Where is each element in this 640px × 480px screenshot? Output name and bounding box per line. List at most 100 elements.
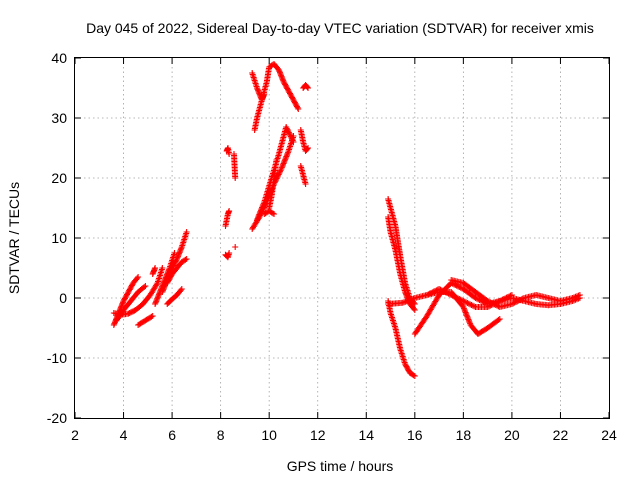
data-point — [511, 299, 518, 306]
data-point — [167, 273, 174, 280]
data-point — [499, 296, 506, 303]
data-point — [281, 80, 288, 87]
data-point — [142, 283, 149, 289]
data-point — [283, 152, 290, 159]
x-axis-label: GPS time / hours — [287, 458, 394, 474]
data-point — [183, 256, 190, 262]
data-point — [476, 297, 483, 303]
data-point — [464, 315, 471, 322]
data-point — [410, 372, 417, 379]
data-point — [281, 157, 288, 164]
data-point — [283, 153, 290, 160]
data-point — [256, 210, 263, 217]
data-point — [494, 302, 501, 309]
data-point — [517, 297, 523, 303]
data-point — [293, 102, 300, 109]
data-point — [456, 284, 463, 290]
data-point — [125, 289, 132, 295]
data-point — [126, 287, 133, 294]
data-point — [226, 250, 233, 256]
data-point — [280, 160, 287, 167]
data-point — [290, 139, 297, 145]
data-point — [122, 294, 129, 301]
data-point — [134, 275, 141, 282]
data-point — [275, 172, 282, 179]
data-point — [506, 293, 513, 300]
data-point — [269, 210, 276, 217]
data-point — [276, 168, 283, 175]
data-point — [126, 286, 133, 293]
data-point — [286, 130, 293, 137]
data-point — [294, 104, 301, 111]
data-point — [167, 274, 174, 281]
series-arc4 — [135, 313, 156, 328]
data-point — [285, 128, 292, 135]
data-point — [295, 106, 302, 112]
data-point — [148, 313, 155, 320]
data-point — [460, 304, 467, 310]
data-point — [469, 302, 476, 309]
data-point — [153, 281, 160, 288]
data-point — [463, 312, 470, 319]
data-point — [171, 261, 178, 268]
data-point — [460, 305, 467, 312]
data-point — [404, 366, 411, 373]
series-arc24 — [385, 196, 418, 307]
data-point — [468, 302, 475, 308]
data-point — [465, 317, 472, 324]
data-point — [257, 208, 264, 215]
data-point — [496, 316, 503, 322]
series-arc26 — [385, 298, 418, 379]
data-point — [164, 280, 171, 286]
data-point — [466, 319, 473, 326]
data-point — [463, 299, 470, 306]
data-point — [291, 99, 298, 106]
x-tick-labels: 2 4 6 8 10 12 14 16 18 20 22 24 — [71, 427, 617, 443]
data-point — [173, 257, 180, 264]
series-arc15 — [249, 61, 302, 112]
data-point — [508, 301, 515, 307]
data-point — [404, 364, 411, 371]
data-point — [285, 88, 292, 94]
data-point — [490, 300, 497, 307]
data-point — [484, 298, 491, 304]
series-arc10 — [223, 145, 233, 157]
data-point — [507, 292, 514, 299]
data-point — [121, 296, 128, 303]
x-tick-label: 4 — [120, 427, 128, 443]
data-point — [508, 292, 515, 298]
grid-lines — [75, 58, 609, 418]
x-tick-label: 8 — [217, 427, 225, 443]
data-point — [284, 150, 291, 157]
data-point — [141, 284, 148, 290]
data-point — [171, 259, 178, 266]
data-point — [405, 367, 412, 374]
x-tick-label: 20 — [504, 427, 520, 443]
x-tick-label: 6 — [168, 427, 176, 443]
data-point — [260, 201, 267, 208]
data-point — [289, 95, 296, 102]
data-point — [472, 295, 479, 301]
data-point — [411, 373, 418, 379]
data-point — [304, 84, 311, 90]
x-tick-label: 16 — [407, 427, 423, 443]
data-point — [288, 93, 295, 100]
data-point — [510, 300, 517, 307]
data-point — [576, 292, 583, 298]
data-point — [232, 244, 239, 250]
series-arc3 — [113, 283, 149, 324]
data-point — [271, 211, 278, 217]
data-point — [512, 299, 519, 305]
x-tick-label: 18 — [456, 427, 472, 443]
data-point — [462, 308, 469, 315]
data-point — [473, 295, 480, 302]
data-point — [454, 283, 461, 290]
data-point — [475, 296, 482, 303]
data-point — [172, 258, 179, 265]
data-point — [289, 136, 296, 143]
data-point — [165, 277, 172, 284]
data-point — [149, 313, 156, 319]
data-point — [259, 204, 266, 211]
data-point — [283, 84, 290, 91]
